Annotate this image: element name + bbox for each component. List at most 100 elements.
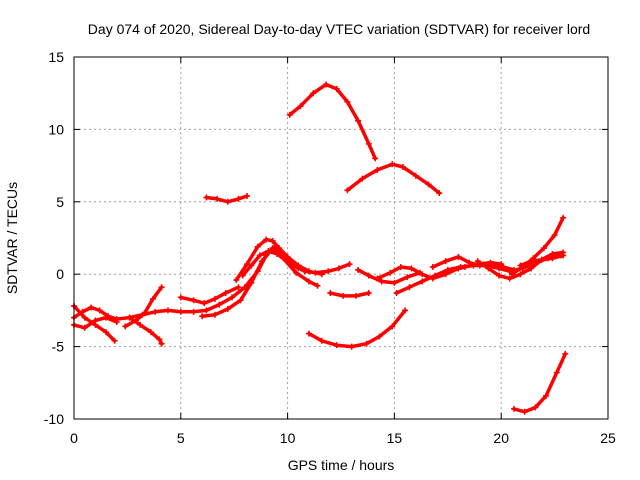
data-point (318, 271, 325, 278)
data-point (276, 245, 283, 252)
grid (74, 57, 608, 419)
data-point (399, 164, 406, 171)
data-point (201, 300, 208, 307)
data-point (487, 259, 494, 266)
data-point (224, 305, 231, 312)
data-point (269, 237, 276, 244)
series-line (328, 291, 371, 298)
y-tick-label: 0 (56, 266, 64, 282)
data-point (235, 284, 242, 291)
data-point (222, 290, 229, 297)
data-point (92, 317, 99, 324)
data-point (376, 333, 383, 340)
data-point (199, 313, 206, 320)
data-point (297, 103, 304, 110)
series-arc-4 (305, 307, 409, 350)
data-point (419, 271, 426, 278)
data-point (158, 340, 165, 347)
x-tick-label: 20 (493, 430, 509, 446)
series-arc-14 (233, 236, 325, 283)
data-point (113, 318, 120, 325)
data-point (404, 274, 411, 281)
data-point (562, 350, 569, 357)
data-point (560, 252, 567, 259)
data-point (355, 266, 362, 273)
data-point (511, 405, 518, 412)
data-point (374, 166, 381, 173)
data-point (310, 90, 317, 97)
data-point (141, 310, 148, 317)
data-point (286, 111, 293, 118)
y-tick-label: 5 (56, 194, 64, 210)
data-point (387, 269, 394, 276)
series-arc-5 (511, 350, 569, 415)
data-point (211, 311, 218, 318)
data-point (333, 85, 340, 92)
plot-frame (73, 56, 609, 420)
x-tick-label: 10 (280, 430, 296, 446)
series-arc-23 (517, 252, 567, 269)
data-point (521, 408, 528, 415)
data-point (402, 307, 409, 314)
data-point (540, 245, 547, 252)
data-point (363, 340, 370, 347)
data-point (229, 294, 236, 301)
data-point (284, 258, 291, 265)
series-arc-2 (344, 161, 443, 197)
data-point (496, 272, 503, 279)
x-axis-label: GPS time / hours (288, 457, 395, 473)
data-point (248, 262, 255, 269)
data-point (431, 272, 438, 279)
data-point (365, 140, 372, 147)
data-point (211, 295, 218, 302)
series-arc-15 (239, 248, 302, 279)
series-arc-1 (286, 81, 379, 162)
data-point (352, 292, 359, 299)
data-point (244, 261, 251, 268)
data-point (314, 282, 321, 289)
data-point (81, 314, 88, 321)
data-point (406, 284, 413, 291)
data-point (318, 337, 325, 344)
data-point (538, 256, 545, 263)
data-point (111, 337, 118, 344)
data-point (254, 243, 261, 250)
data-point (412, 172, 419, 179)
y-tick-label: -5 (52, 339, 65, 355)
data-point (239, 272, 246, 279)
data-point (203, 194, 210, 201)
data-point (359, 175, 366, 182)
data-point (248, 279, 255, 286)
data-point (156, 336, 163, 343)
data-point (122, 323, 129, 330)
data-point (177, 294, 184, 301)
data-point (224, 198, 231, 205)
data-point (389, 323, 396, 330)
data-point (244, 193, 251, 200)
y-tick-label: 10 (48, 121, 64, 137)
data-point (528, 265, 535, 272)
data-point (340, 292, 347, 299)
data-point (147, 329, 154, 336)
series-line (234, 237, 324, 282)
data-point (391, 279, 398, 286)
x-tick-label: 15 (387, 430, 403, 446)
data-point (506, 275, 513, 282)
data-point (517, 262, 524, 269)
data-point (344, 98, 351, 105)
series-line (287, 82, 377, 161)
y-tick-label: 15 (48, 49, 64, 65)
data-point (152, 308, 159, 315)
data-point (532, 404, 539, 411)
data-point (323, 81, 330, 88)
data-point (365, 272, 372, 279)
series-arc-11 (126, 314, 165, 347)
data-point (158, 284, 165, 291)
x-tick-label: 5 (177, 430, 185, 446)
data-point (237, 297, 244, 304)
data-point (233, 276, 240, 283)
data-point (103, 329, 110, 336)
data-point (425, 181, 432, 188)
data-point (325, 268, 332, 275)
